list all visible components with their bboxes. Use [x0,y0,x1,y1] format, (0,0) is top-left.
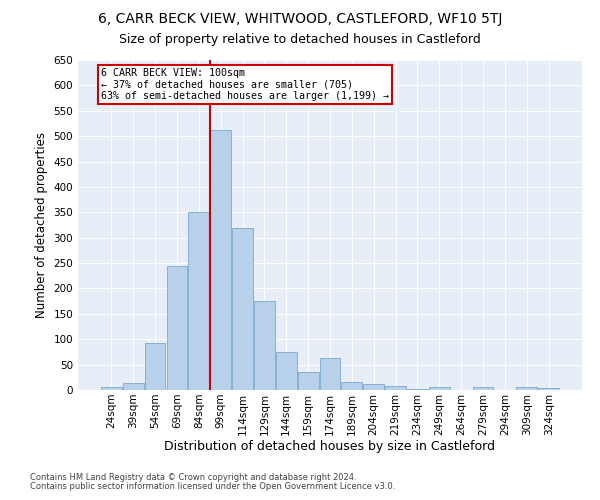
Bar [429,388,450,390]
Bar [101,388,122,390]
Text: 6 CARR BECK VIEW: 100sqm
← 37% of detached houses are smaller (705)
63% of semi-: 6 CARR BECK VIEW: 100sqm ← 37% of detach… [101,68,389,101]
Bar [320,358,340,390]
Text: Contains HM Land Registry data © Crown copyright and database right 2024.: Contains HM Land Registry data © Crown c… [30,474,356,482]
Bar [276,352,296,390]
Text: 6, CARR BECK VIEW, WHITWOOD, CASTLEFORD, WF10 5TJ: 6, CARR BECK VIEW, WHITWOOD, CASTLEFORD,… [98,12,502,26]
Bar [210,130,231,390]
Bar [254,301,275,390]
Bar [407,389,428,390]
Bar [341,382,362,390]
Bar [364,384,384,390]
Bar [538,388,559,390]
Bar [385,386,406,390]
Y-axis label: Number of detached properties: Number of detached properties [35,132,48,318]
Text: Contains public sector information licensed under the Open Government Licence v3: Contains public sector information licen… [30,482,395,491]
Bar [232,228,253,390]
Bar [167,266,187,390]
X-axis label: Distribution of detached houses by size in Castleford: Distribution of detached houses by size … [164,440,496,454]
Bar [188,212,209,390]
Text: Size of property relative to detached houses in Castleford: Size of property relative to detached ho… [119,32,481,46]
Bar [298,372,319,390]
Bar [473,387,493,390]
Bar [123,384,143,390]
Bar [145,344,166,390]
Bar [517,388,537,390]
